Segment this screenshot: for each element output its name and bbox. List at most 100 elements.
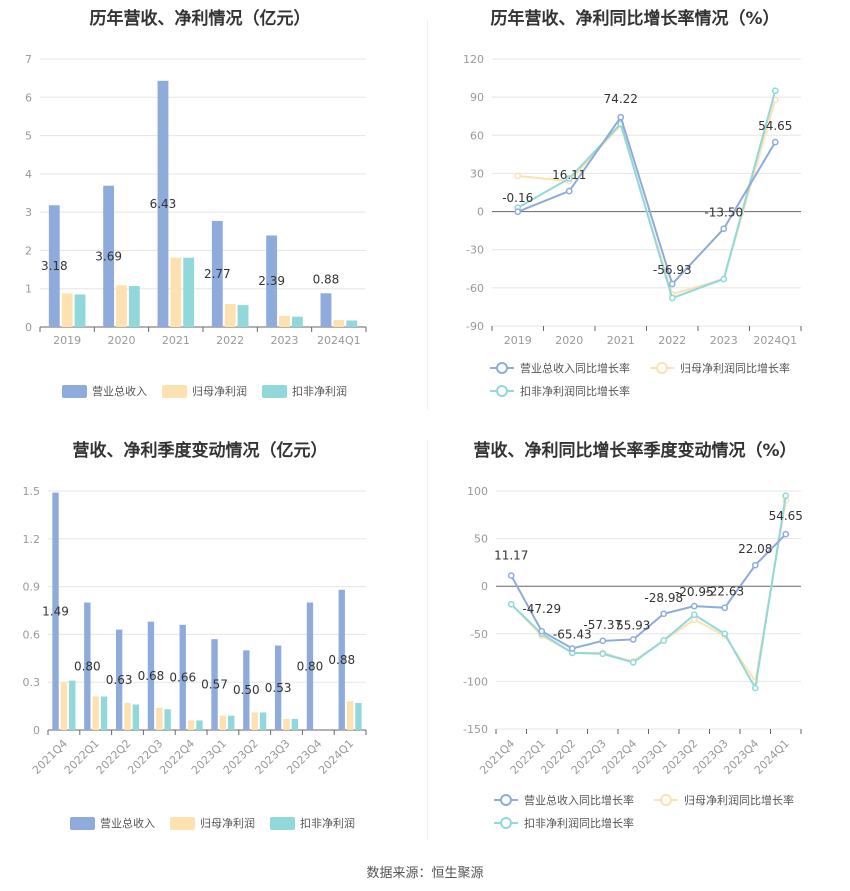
- series-point: [514, 208, 522, 216]
- legend-swatch: [62, 385, 87, 398]
- chart-title-annual-growth: 历年营收、净利同比增长率情况（%）: [490, 9, 780, 29]
- series-point: [599, 650, 607, 658]
- data-label: 0.88: [313, 272, 340, 286]
- legend-label: 归母净利润: [200, 816, 255, 830]
- bar: [333, 320, 345, 327]
- series-point: [771, 87, 779, 95]
- y-tick-label: 60: [470, 129, 484, 142]
- x-tick-label: 2020: [108, 334, 136, 347]
- series-point: [660, 610, 668, 618]
- y-tick-label: 100: [467, 485, 488, 498]
- data-label: 16.11: [552, 168, 586, 182]
- series-point: [751, 684, 759, 692]
- bar: [128, 286, 140, 327]
- bar: [266, 235, 278, 327]
- chart-title-quarterly-amount: 营收、净利季度变动情况（亿元）: [72, 441, 328, 461]
- y-tick-label: -100: [463, 675, 488, 688]
- series-point: [514, 172, 522, 180]
- x-tick-label: 2022: [216, 334, 244, 347]
- data-label: 54.65: [758, 119, 792, 133]
- bar: [355, 702, 362, 730]
- x-tick-label: 2023: [710, 334, 738, 347]
- legend-label: 归母净利润: [192, 384, 247, 398]
- y-tick-label: -90: [466, 320, 484, 333]
- bar: [115, 629, 123, 730]
- legend-swatch: [170, 817, 195, 830]
- series-point: [565, 175, 573, 182]
- legend-marker: [500, 794, 512, 806]
- data-label: 0.68: [138, 669, 165, 683]
- data-label: -0.16: [502, 191, 533, 205]
- vertical-divider-bottom: [427, 440, 428, 840]
- y-tick-label: 1: [25, 283, 32, 296]
- data-label: 0.66: [169, 670, 196, 684]
- bar: [170, 257, 182, 327]
- y-tick-label: 1.5: [23, 485, 41, 498]
- data-label: -22.63: [705, 585, 744, 599]
- legend-label: 营业总收入: [100, 816, 155, 830]
- x-tick-label: 2024Q1: [753, 334, 797, 347]
- y-tick-label: -150: [463, 723, 488, 736]
- bar: [211, 220, 223, 327]
- y-tick-label: 0.3: [23, 676, 41, 689]
- series-point: [629, 636, 637, 643]
- series-point: [617, 113, 625, 121]
- bar: [157, 80, 169, 327]
- bar: [156, 707, 163, 730]
- series-line: [510, 495, 787, 692]
- data-label: 0.80: [297, 659, 324, 673]
- series-line: [517, 114, 777, 286]
- data-label: -65.43: [553, 627, 592, 641]
- legend-label: 扣非净利润同比增长率: [524, 816, 634, 830]
- data-label: 0.63: [106, 673, 133, 687]
- legend-label: 营业总收入同比增长率: [520, 361, 630, 375]
- bar: [61, 293, 73, 327]
- y-tick-label: 7: [25, 53, 32, 66]
- y-tick-label: 90: [470, 91, 484, 104]
- legend-marker: [660, 794, 672, 806]
- bar: [92, 696, 99, 730]
- bar: [346, 701, 354, 730]
- data-label: 74.22: [604, 92, 638, 106]
- data-label: 11.17: [494, 549, 528, 563]
- legend-label: 归母净利润同比增长率: [684, 793, 794, 807]
- x-tick-label: 2019: [504, 334, 532, 347]
- bar: [211, 639, 218, 730]
- data-label: 22.08: [738, 542, 772, 556]
- bar: [259, 712, 267, 730]
- legend-marker: [496, 385, 508, 397]
- bar: [164, 709, 171, 730]
- bar: [251, 712, 258, 730]
- data-label: 0.53: [265, 681, 292, 695]
- bar: [124, 702, 131, 730]
- y-tick-label: 0.6: [23, 628, 41, 641]
- x-tick-label: 2022: [658, 334, 686, 347]
- bar: [132, 704, 140, 730]
- legend-marker: [656, 362, 668, 374]
- bar: [103, 185, 115, 327]
- legend-label: 扣非净利润: [300, 816, 355, 830]
- x-tick-label: 2019: [53, 334, 81, 347]
- bar: [228, 715, 235, 730]
- series-point: [568, 645, 576, 652]
- bar: [183, 257, 195, 327]
- series-point: [565, 187, 573, 195]
- legend-swatch: [70, 817, 95, 830]
- data-label: 3.18: [41, 259, 68, 273]
- bar: [196, 720, 203, 730]
- y-tick-label: 50: [474, 533, 488, 546]
- y-tick-label: -30: [466, 244, 484, 257]
- x-tick-label: 2020: [555, 334, 583, 347]
- data-source-note: 数据来源：恒生聚源: [366, 866, 484, 881]
- bar: [279, 315, 290, 327]
- legend-swatch: [270, 817, 295, 830]
- data-label: -28.98: [644, 591, 683, 605]
- series-point: [599, 637, 607, 645]
- legend-label: 归母净利润同比增长率: [680, 361, 790, 375]
- chart-title-annual-amount: 历年营收、净利情况（亿元）: [89, 9, 311, 29]
- data-label: 2.77: [204, 267, 231, 281]
- legend-swatch: [262, 385, 287, 398]
- bar: [48, 205, 60, 327]
- bar: [338, 589, 345, 730]
